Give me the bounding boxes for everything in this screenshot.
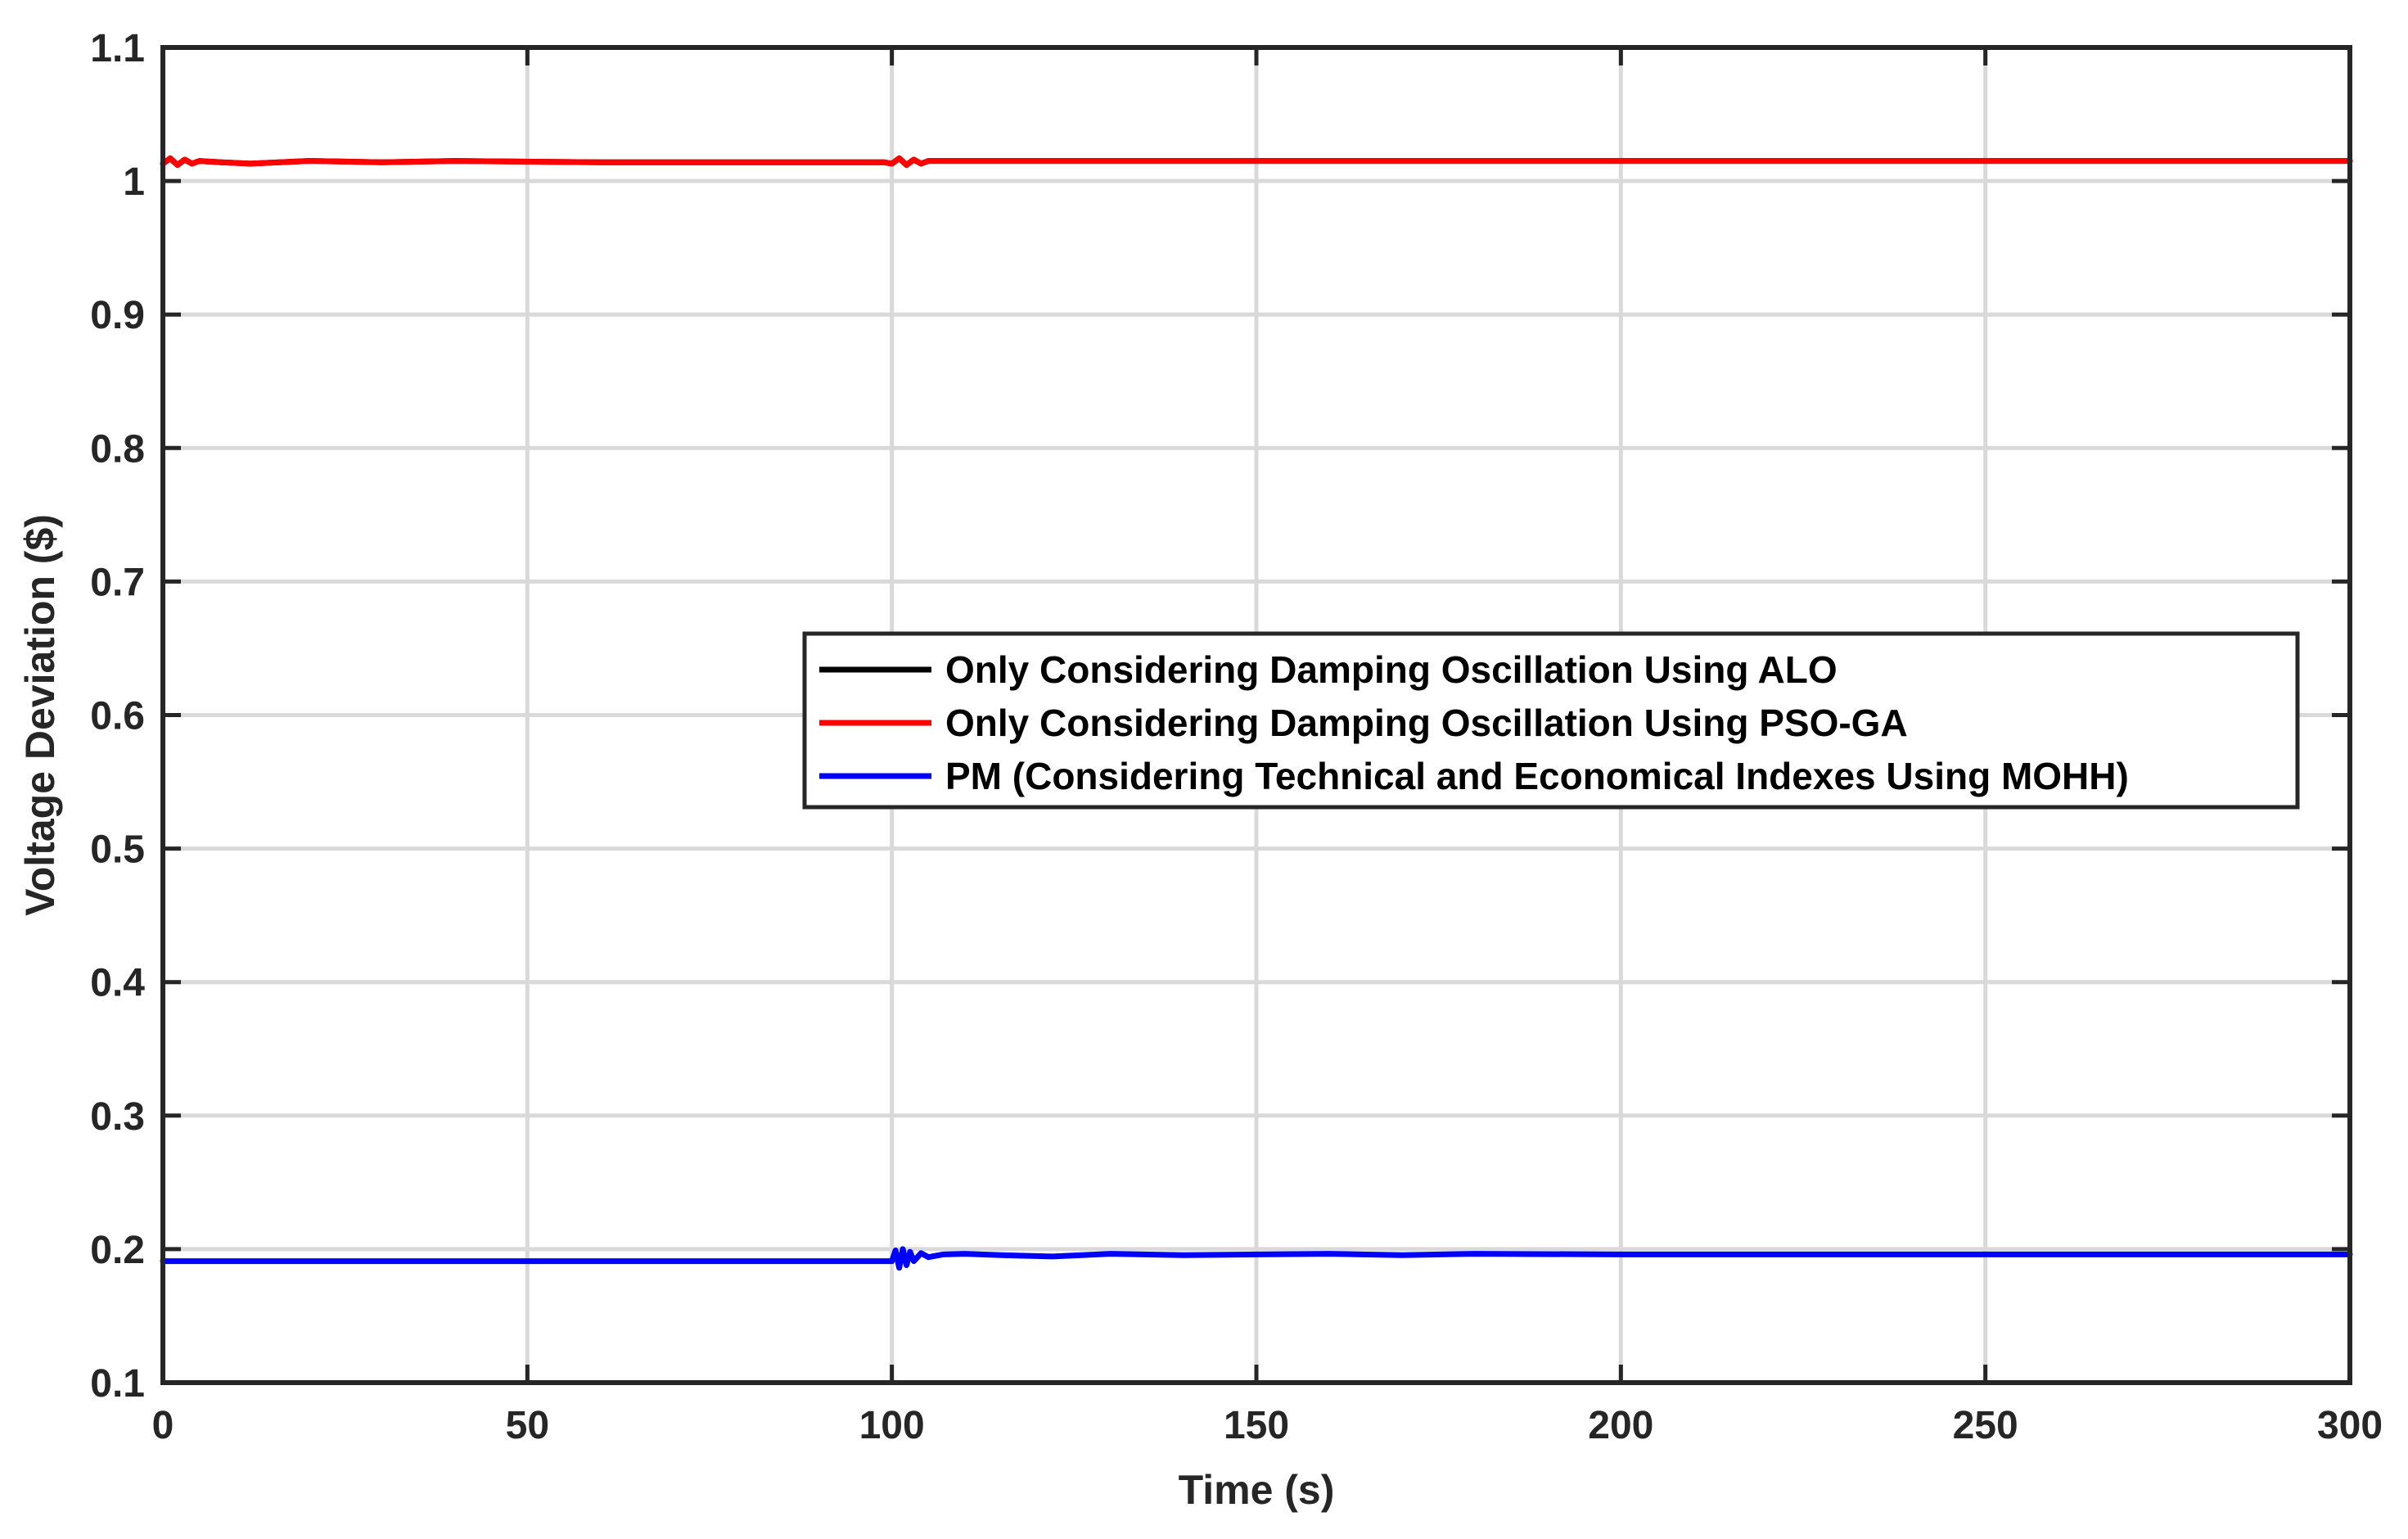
legend: Only Considering Damping Oscillation Usi… bbox=[802, 631, 2300, 810]
axis-ticks bbox=[160, 45, 2352, 1385]
y-tick-label: 0.1 bbox=[90, 1362, 145, 1406]
series-line-3 bbox=[160, 1246, 2353, 1271]
legend-box bbox=[802, 631, 2300, 810]
y-tick-label: 0.8 bbox=[90, 427, 145, 471]
x-tick-label: 250 bbox=[1953, 1404, 2018, 1447]
y-tick-label: 0.6 bbox=[90, 695, 145, 738]
x-tick-labels: 0 50 100 150 200 250 300 bbox=[152, 1404, 2383, 1447]
x-tick-label: 0 bbox=[152, 1404, 174, 1447]
y-tick-label: 1 bbox=[123, 160, 145, 204]
series-line-2 bbox=[160, 155, 2353, 168]
y-tick-label: 0.7 bbox=[90, 561, 145, 604]
x-tick-label: 150 bbox=[1224, 1404, 1289, 1447]
y-tick-labels: 0.1 0.2 0.3 0.4 0.5 0.6 0.7 0.8 0.9 1 1.1 bbox=[90, 27, 145, 1406]
legend-label: Only Considering Damping Oscillation Usi… bbox=[945, 648, 1838, 691]
y-tick-label: 0.3 bbox=[90, 1095, 145, 1139]
y-tick-label: 0.9 bbox=[90, 294, 145, 337]
x-tick-label: 200 bbox=[1588, 1404, 1653, 1447]
legend-label: Only Considering Damping Oscillation Usi… bbox=[945, 702, 1908, 744]
y-tick-label: 0.5 bbox=[90, 828, 145, 872]
y-tick-label: 1.1 bbox=[90, 27, 145, 70]
series-lines bbox=[160, 155, 2353, 1271]
x-tick-label: 100 bbox=[859, 1404, 925, 1447]
x-axis-label: Time (s) bbox=[1179, 1467, 1335, 1513]
legend-label: PM (Considering Technical and Economical… bbox=[945, 755, 2129, 797]
x-tick-label: 50 bbox=[506, 1404, 549, 1447]
y-tick-label: 0.4 bbox=[90, 962, 145, 1005]
x-tick-label: 300 bbox=[2317, 1404, 2383, 1447]
y-tick-label: 0.2 bbox=[90, 1229, 145, 1272]
y-axis-label: Voltage Deviation ($) bbox=[17, 514, 63, 916]
